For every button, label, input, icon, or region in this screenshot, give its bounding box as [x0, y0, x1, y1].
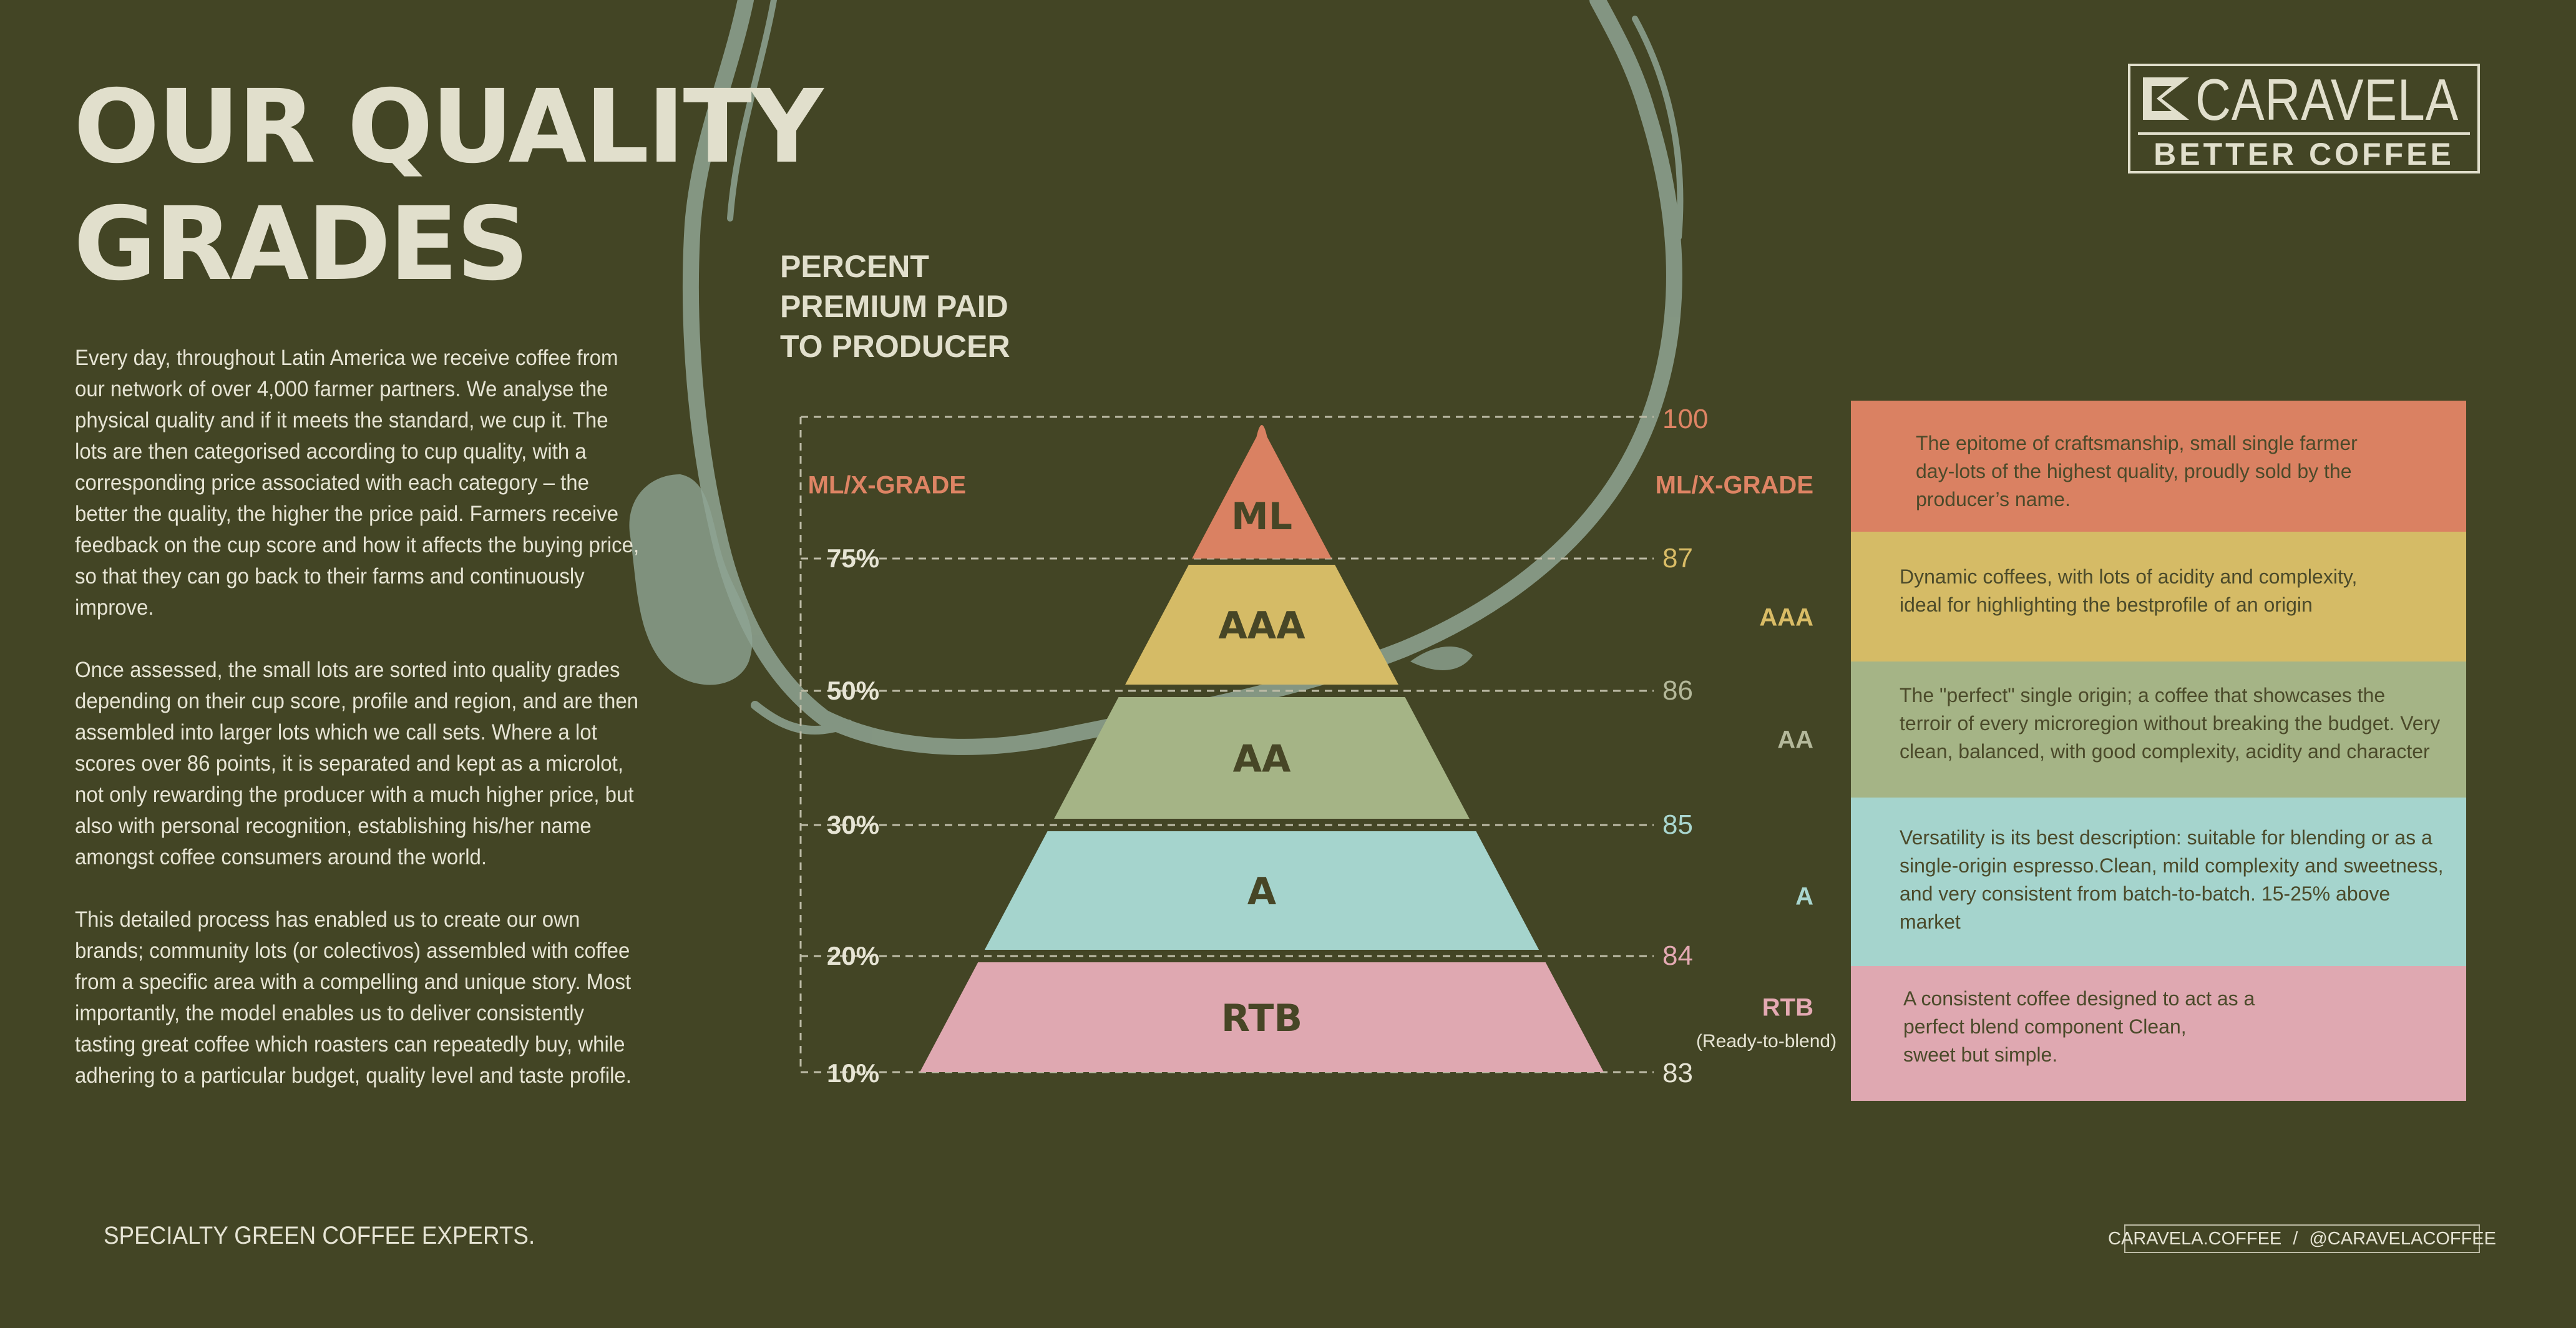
cup-score: 84 [1662, 940, 1693, 971]
pyramid-tier-label: AA [1233, 738, 1291, 781]
pyramid-tier-aaa [1125, 565, 1398, 685]
intro-paragraph: Once assessed, the small lots are sorted… [75, 657, 639, 869]
grade-label-aa: AA [1777, 726, 1813, 754]
pyramid-tier-rtb [920, 962, 1604, 1072]
grade-description-aa: The "perfect" single origin; a coffee th… [1851, 662, 2466, 798]
percent-label: 10% [827, 1058, 880, 1088]
pyramid-tier-label: RTB [1221, 997, 1302, 1040]
pyramid-tier-ml [1192, 425, 1332, 559]
pyramid-tier-label: AAA [1218, 604, 1305, 648]
grade-description-aaa: Dynamic coffees, with lots of acidity an… [1851, 532, 2466, 662]
grade-label-a: A [1795, 882, 1813, 911]
brand-name: CARAVELA [2195, 67, 2459, 132]
chart-title: PERCENT PREMIUM PAID TO PRODUCER [780, 249, 1010, 364]
cup-score: 85 [1662, 809, 1693, 840]
page-title: OUR QUALITY GRADES [74, 69, 823, 303]
pyramid-tier-label: A [1247, 870, 1277, 914]
grade-description-ml: The epitome of craftsmanship, small sing… [1851, 401, 2466, 532]
footer-slogan: SPECIALTY GREEN COFFEE EXPERTS. [104, 1222, 535, 1249]
pyramid-tier-label: ML [1231, 495, 1292, 539]
intro-paragraph: This detailed process has enabled us to … [75, 907, 632, 1088]
grade-label-aaa: AAA [1759, 603, 1813, 632]
cup-score: 100 [1662, 404, 1709, 434]
website-link[interactable]: CARAVELA.COFFEE [2108, 1228, 2282, 1249]
rtb-note: (Ready-to-blend) [1696, 1031, 1837, 1052]
footer-separator: / [2293, 1228, 2298, 1249]
cup-score: 86 [1662, 675, 1693, 706]
percent-label: 50% [827, 676, 880, 705]
pyramid-tier-aa [1054, 697, 1470, 819]
caravela-sail-icon [2143, 77, 2189, 120]
left-grade-label: ML/X-GRADE [807, 471, 966, 499]
percent-label: 20% [827, 941, 880, 970]
intro-paragraph: Every day, throughout Latin America we r… [75, 345, 640, 620]
percent-label: 75% [827, 544, 880, 573]
logo-top: CARAVELA [2130, 66, 2477, 132]
footer-links: CARAVELA.COFFEE / @CARAVELACOFFEE [2108, 1224, 2496, 1253]
intro-text: Every day, throughout Latin America we r… [75, 342, 643, 1122]
cup-score: 83 [1662, 1058, 1693, 1088]
grade-label-ml: ML/X-GRADE [1655, 471, 1813, 499]
logo-divider [2138, 132, 2470, 135]
grade-label-rtb: RTB [1762, 994, 1813, 1022]
cup-score: 87 [1662, 543, 1693, 574]
caravela-logo: CARAVELA BETTER COFFEE [2128, 64, 2480, 173]
brand-tagline: BETTER COFFEE [2154, 137, 2454, 172]
percent-label: 30% [827, 810, 880, 839]
grade-description-rtb: A consistent coffee designed to act as a… [1851, 966, 2466, 1101]
grade-description-a: Versatility is its best description: sui… [1851, 798, 2466, 966]
pyramid-tier-a [984, 831, 1539, 950]
social-handle-link[interactable]: @CARAVELACOFFEE [2309, 1228, 2496, 1249]
